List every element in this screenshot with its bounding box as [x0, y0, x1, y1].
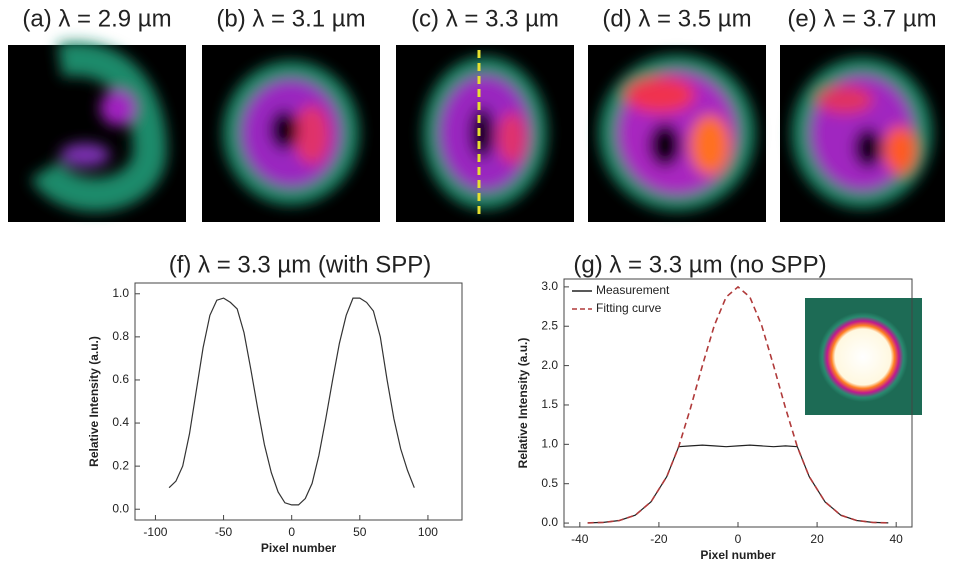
- y-tick-label: 1.0: [112, 286, 129, 300]
- x-tick-label: 40: [890, 532, 904, 546]
- image-a: [8, 41, 186, 222]
- x-tick-label: -20: [650, 532, 668, 546]
- x-tick-label: 0: [735, 532, 742, 546]
- y-tick-label: 1.5: [541, 397, 558, 411]
- y-tick-label: 0.0: [112, 501, 129, 515]
- x-axis-label: Pixel number: [700, 548, 776, 562]
- image-title: (a) λ = 2.9 µm: [22, 5, 171, 32]
- image-title: (e) λ = 3.7 µm: [787, 5, 936, 32]
- y-tick-label: 3.0: [541, 279, 558, 293]
- y-tick-label: 0.5: [541, 476, 558, 490]
- y-axis-label: Relative Intensity (a.u.): [516, 338, 530, 469]
- y-tick-label: 0.8: [112, 329, 129, 343]
- legend-label: Measurement: [596, 283, 670, 297]
- chart-title: (g) λ = 3.3 µm (no SPP): [573, 251, 826, 278]
- y-tick-label: 0.0: [541, 515, 558, 529]
- chart-title: (f) λ = 3.3 µm (with SPP): [169, 251, 432, 278]
- y-axis-label: Relative Intensity (a.u.): [87, 336, 101, 467]
- y-tick-label: 2.5: [541, 318, 558, 332]
- x-axis-label: Pixel number: [261, 541, 337, 555]
- image-title: (b) λ = 3.1 µm: [216, 5, 365, 32]
- plot-frame: [134, 282, 463, 521]
- x-tick-label: -40: [571, 532, 589, 546]
- x-tick-label: 50: [353, 525, 367, 539]
- x-tick-label: 100: [418, 525, 438, 539]
- series-line: [587, 444, 889, 524]
- y-tick-label: 0.6: [112, 372, 129, 386]
- x-tick-label: -50: [215, 525, 233, 539]
- y-tick-label: 0.4: [112, 415, 129, 429]
- image-d: [588, 45, 766, 222]
- image-c: [396, 45, 574, 222]
- x-tick-label: -100: [143, 525, 167, 539]
- y-tick-label: 0.2: [112, 458, 129, 472]
- series-line: [587, 285, 889, 524]
- image-title: (d) λ = 3.5 µm: [602, 5, 751, 32]
- image-b: [202, 45, 380, 222]
- y-tick-label: 2.0: [541, 358, 558, 372]
- legend-label: Fitting curve: [596, 301, 662, 315]
- x-tick-label: 0: [288, 525, 295, 539]
- image-e: [780, 45, 945, 222]
- series-line: [168, 297, 415, 506]
- inset-image: [805, 298, 922, 415]
- image-title: (c) λ = 3.3 µm: [411, 5, 559, 32]
- x-tick-label: 20: [810, 532, 824, 546]
- y-tick-label: 1.0: [541, 437, 558, 451]
